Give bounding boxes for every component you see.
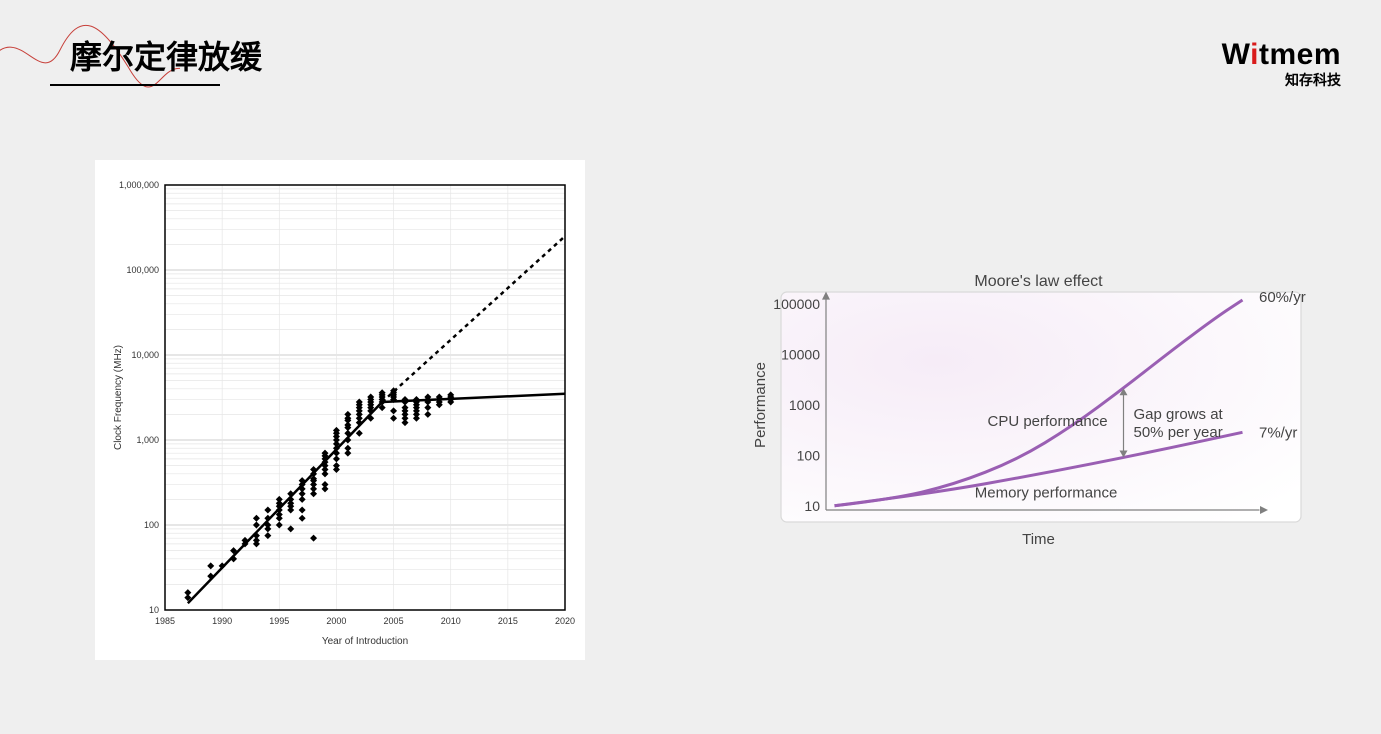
svg-text:10,000: 10,000 — [131, 350, 159, 360]
slide: 摩尔定律放缓 Witmem 知存科技 10 100 1,000 10,000 100,0… — [0, 0, 1381, 734]
svg-text:Clock Frequency (MHz): Clock Frequency (MHz) — [113, 345, 124, 450]
svg-text:1,000,000: 1,000,000 — [119, 180, 159, 190]
svg-text:10: 10 — [804, 498, 820, 514]
clock-frequency-chart: 10 100 1,000 10,000 100,000 1,000,000 1985 1990… — [95, 160, 585, 660]
logo: Witmem 知存科技 — [1222, 38, 1341, 90]
svg-text:Memory performance: Memory performance — [975, 484, 1118, 501]
svg-text:1000: 1000 — [789, 397, 820, 413]
svg-text:Year of Introduction: Year of Introduction — [322, 636, 408, 647]
svg-text:60%/yr: 60%/yr — [1259, 289, 1306, 306]
svg-text:100: 100 — [144, 520, 159, 530]
clock-frequency-svg: 10 100 1,000 10,000 100,000 1,000,000 1985 1990… — [105, 170, 575, 650]
svg-text:Time: Time — [1022, 531, 1055, 548]
svg-text:1985: 1985 — [155, 616, 175, 626]
title-wrap: 摩尔定律放缓 — [70, 32, 262, 78]
logo-text-post: tmem — [1259, 38, 1341, 71]
svg-text:Gap grows at: Gap grows at — [1134, 406, 1224, 423]
logo-sub: 知存科技 — [1222, 70, 1341, 90]
svg-text:2000: 2000 — [326, 616, 346, 626]
svg-text:7%/yr: 7%/yr — [1259, 424, 1297, 441]
svg-text:1990: 1990 — [212, 616, 232, 626]
slide-title: 摩尔定律放缓 — [70, 32, 262, 78]
svg-text:2020: 2020 — [555, 616, 575, 626]
svg-text:100: 100 — [797, 447, 821, 463]
logo-text-pre: W — [1222, 38, 1251, 71]
svg-text:Moore's law effect: Moore's law effect — [974, 273, 1103, 290]
svg-text:100,000: 100,000 — [126, 265, 159, 275]
logo-main: Witmem — [1222, 38, 1341, 72]
svg-text:Performance: Performance — [752, 362, 769, 448]
moores-law-effect-chart: 10 100 1000 10000 100000 Moore's law effect Pe… — [751, 270, 1311, 550]
svg-text:1,000: 1,000 — [136, 435, 159, 445]
svg-text:2010: 2010 — [441, 616, 461, 626]
svg-text:10000: 10000 — [781, 347, 820, 363]
logo-red-i: i — [1250, 38, 1259, 71]
moores-law-svg: 10 100 1000 10000 100000 Moore's law effect Pe… — [751, 270, 1311, 550]
svg-text:10: 10 — [149, 605, 159, 615]
svg-text:CPU performance: CPU performance — [988, 413, 1108, 430]
svg-text:100000: 100000 — [773, 296, 820, 312]
svg-text:50% per year: 50% per year — [1134, 424, 1223, 441]
svg-text:1995: 1995 — [269, 616, 289, 626]
svg-text:2015: 2015 — [498, 616, 518, 626]
title-underline — [50, 84, 220, 86]
svg-text:2005: 2005 — [384, 616, 404, 626]
